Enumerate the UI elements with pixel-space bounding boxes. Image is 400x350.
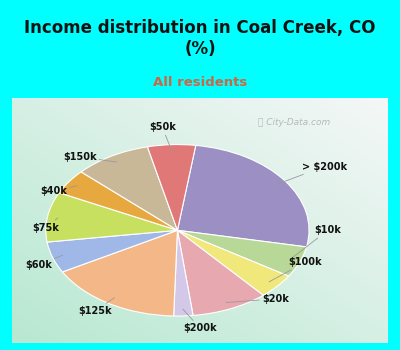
- Text: $75k: $75k: [32, 218, 59, 233]
- Text: $40k: $40k: [40, 186, 78, 196]
- Text: $125k: $125k: [78, 298, 114, 316]
- Text: $10k: $10k: [290, 225, 341, 260]
- Wedge shape: [47, 230, 178, 272]
- Wedge shape: [46, 193, 178, 242]
- Text: Income distribution in Coal Creek, CO
(%): Income distribution in Coal Creek, CO (%…: [24, 19, 376, 58]
- Text: $200k: $200k: [183, 309, 217, 333]
- Wedge shape: [178, 230, 306, 276]
- Wedge shape: [174, 230, 193, 316]
- Wedge shape: [178, 230, 289, 295]
- Text: $60k: $60k: [25, 255, 63, 270]
- Text: ⓘ City-Data.com: ⓘ City-Data.com: [258, 118, 330, 127]
- Wedge shape: [59, 172, 178, 230]
- Text: $50k: $50k: [149, 122, 176, 152]
- Text: $100k: $100k: [269, 257, 322, 282]
- Wedge shape: [178, 145, 309, 247]
- Text: All residents: All residents: [153, 76, 247, 89]
- Wedge shape: [81, 147, 178, 230]
- Text: $150k: $150k: [63, 152, 117, 162]
- Wedge shape: [178, 230, 263, 315]
- Text: > $200k: > $200k: [276, 162, 347, 184]
- Wedge shape: [148, 145, 196, 230]
- Wedge shape: [62, 230, 178, 316]
- Text: $20k: $20k: [226, 294, 289, 304]
